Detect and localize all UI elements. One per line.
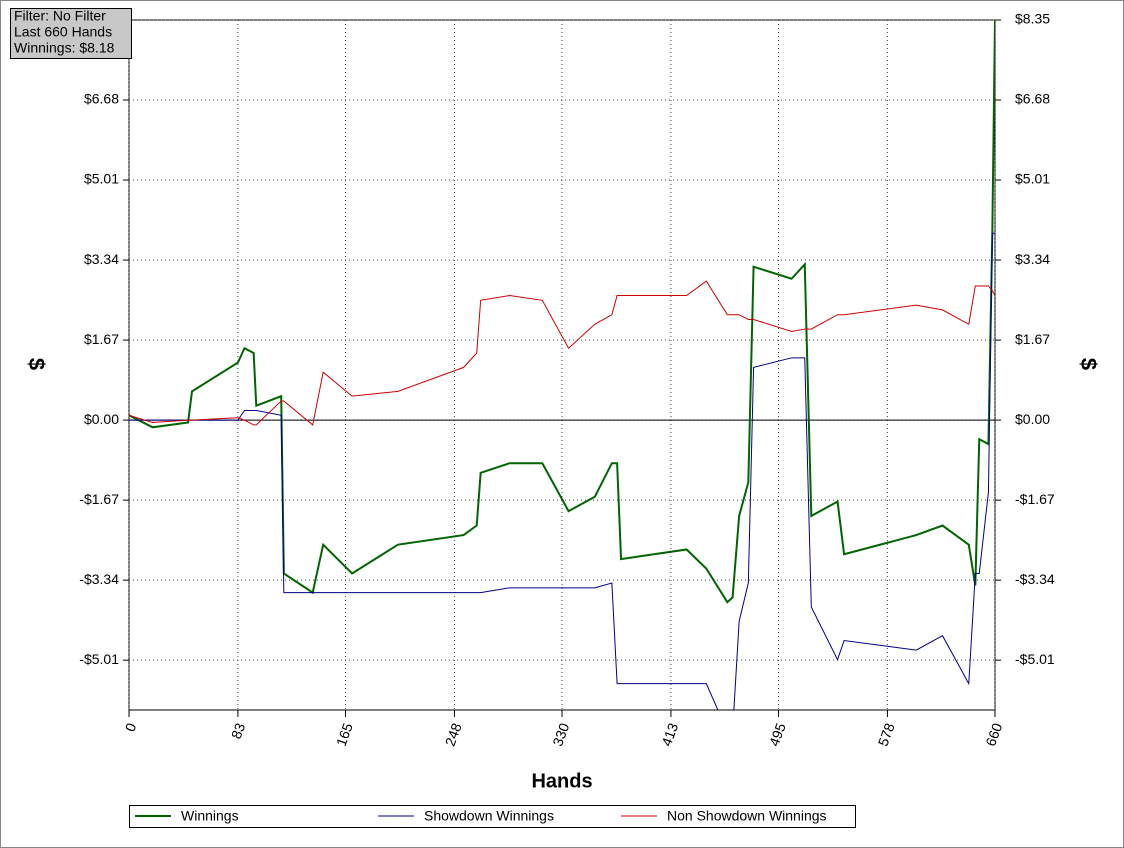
- info-text: Filter: No Filter: [14, 8, 106, 24]
- y2-tick-label: -$5.01: [1015, 651, 1055, 667]
- y-tick-label: $3.34: [84, 251, 119, 267]
- y-tick-label: $1.67: [84, 331, 119, 347]
- y-tick-label: -$5.01: [79, 651, 119, 667]
- y2-tick-label: $0.00: [1015, 411, 1050, 427]
- y-tick-label: $0.00: [84, 411, 119, 427]
- x-tick-label: 578: [875, 721, 898, 749]
- info-text: Last 660 Hands: [14, 24, 112, 40]
- x-tick-label: 248: [442, 721, 465, 749]
- series-line: [129, 232, 995, 710]
- y-tick-label: $5.01: [84, 171, 119, 187]
- x-tick-label: 413: [658, 721, 681, 749]
- x-tick-label: 495: [766, 721, 789, 749]
- y2-tick-label: $3.34: [1015, 251, 1050, 267]
- info-text: Winnings: $8.18: [14, 40, 115, 56]
- x-tick-label: 660: [982, 721, 1005, 749]
- legend-label: Non Showdown Winnings: [667, 808, 827, 824]
- y-tick-label: -$1.67: [79, 491, 119, 507]
- x-tick-label: 83: [228, 721, 248, 741]
- legend-label: Showdown Winnings: [424, 808, 554, 824]
- series-line: [129, 20, 995, 604]
- y2-tick-label: -$3.34: [1015, 571, 1055, 587]
- y2-tick-label: $8.35: [1015, 11, 1050, 27]
- info-box: [10, 8, 132, 59]
- legend-label: Winnings: [181, 808, 239, 824]
- y-tick-label: $6.68: [84, 91, 119, 107]
- y2-tick-label: $1.67: [1015, 331, 1050, 347]
- y2-tick-label: -$1.67: [1015, 491, 1055, 507]
- y2-tick-label: $6.68: [1015, 91, 1050, 107]
- series-group: [129, 20, 995, 710]
- y2-axis-label: $: [1076, 358, 1101, 370]
- y-axis-label: $: [24, 358, 49, 370]
- series-line: [129, 280, 995, 426]
- x-tick-label: 330: [549, 721, 572, 749]
- y2-tick-label: $5.01: [1015, 171, 1050, 187]
- legend: [129, 805, 856, 828]
- x-tick-label: 165: [333, 721, 356, 749]
- y-tick-label: -$3.34: [79, 571, 119, 587]
- x-axis-label: Hands: [531, 770, 592, 792]
